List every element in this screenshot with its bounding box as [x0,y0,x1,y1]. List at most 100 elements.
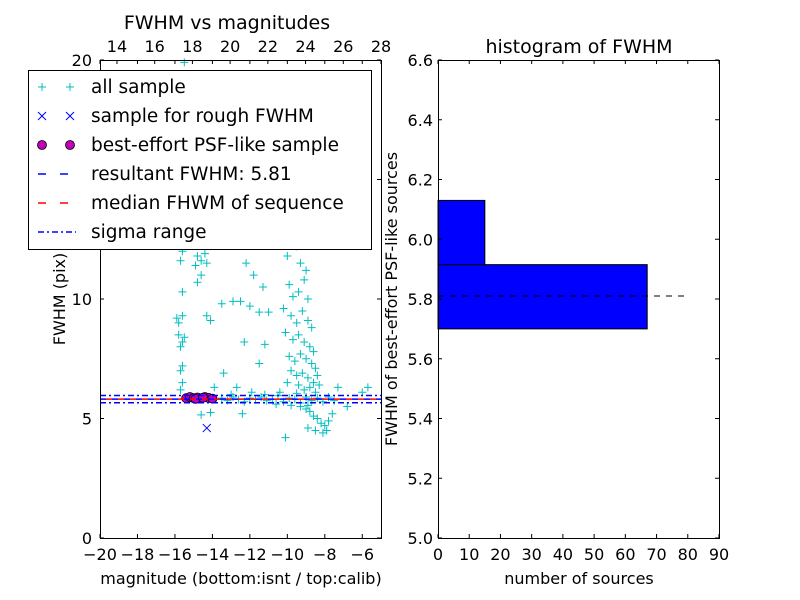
x-tick-label: 50 [584,545,604,564]
all-sample-point [303,295,312,303]
x-tick-label: 90 [709,545,729,564]
all-sample-point [290,357,299,366]
all-sample-point [242,259,251,268]
all-sample-point [300,338,309,347]
x-tick-label: 40 [553,545,573,564]
all-sample-point [311,364,320,373]
left-ylabel: FWHM (pix) [50,253,69,346]
x-tick-label: 80 [678,545,698,564]
legend-box [28,70,372,250]
all-sample-point [288,292,297,301]
all-sample-point [176,385,185,394]
top-tick-label: 16 [145,37,165,56]
all-sample-point [210,383,219,392]
top-tick-label: 26 [333,37,353,56]
top-tick-label: 14 [107,37,127,56]
all-sample-point [292,371,301,380]
all-sample-point [193,251,202,260]
all-sample-point [311,426,320,435]
all-sample-point [238,409,247,418]
y-tick-label: 0 [82,529,92,548]
all-sample-point [176,366,185,375]
all-sample-point [178,361,187,370]
all-sample-point [309,347,318,356]
all-sample-point [180,58,189,67]
legend-plus-icon [38,83,46,91]
all-sample-point [260,390,269,399]
x-tick-label: −16 [158,545,192,564]
all-sample-point [303,373,312,382]
all-sample-point [288,335,297,344]
all-sample-point [285,394,294,403]
y-tick-label: 6.4 [408,111,433,130]
y-tick-label: 5.2 [408,469,433,488]
legend-cross-icon [37,111,47,121]
all-sample-point [178,338,187,347]
all-sample-point [296,349,305,358]
x-tick-label: −14 [196,545,230,564]
all-sample-point [315,381,324,390]
all-sample-point [302,354,311,363]
all-sample-point [219,369,228,378]
top-tick-label: 24 [295,37,315,56]
all-sample-point [309,378,318,387]
all-sample-point [302,266,311,275]
all-sample-point [300,385,309,394]
all-sample-point [324,416,333,425]
all-sample-point [174,330,183,339]
x-tick-label: 60 [615,545,635,564]
all-sample-point [178,311,187,320]
all-sample-point [262,396,271,405]
all-sample-point [343,402,352,411]
top-tick-label: 28 [371,37,391,56]
legend-label-psf: best-effort PSF-like sample [91,135,339,156]
all-sample-point [303,401,312,410]
all-sample-point [303,424,312,433]
x-tick-label: 10 [459,545,479,564]
x-tick-label: −6 [350,545,374,564]
all-sample-point [281,433,290,442]
all-sample-point [313,414,322,423]
all-sample-point [281,328,290,337]
all-sample-point [247,388,256,397]
all-sample-point [305,342,314,351]
legend-label-rough: sample for rough FWHM [91,106,314,127]
left-xlabel: magnitude (bottom:isnt / top:calib) [100,569,381,588]
all-sample-point [313,394,322,403]
all-sample-point [193,278,202,287]
y-tick-label: 6.2 [408,171,433,190]
x-tick-label: 70 [646,545,666,564]
all-sample-point [307,359,316,368]
all-sample-point [191,261,200,270]
all-sample-point [272,400,281,409]
all-sample-point [292,318,301,327]
all-sample-point [232,383,241,392]
all-sample-point [264,308,273,317]
all-sample-point [176,342,185,351]
legend-label-sigma: sigma range [91,222,207,243]
all-sample-point [333,383,342,392]
all-sample-point [294,330,303,339]
legend: all sample sample for rough FWHM best-ef… [28,70,372,250]
y-tick-label: 10 [72,290,92,309]
left-title: FWHM vs magnitudes [124,12,330,34]
x-tick-label: 0 [433,545,443,564]
psf-sample-point [198,392,208,403]
x-tick-label: −10 [270,545,304,564]
left-axes: −20−18−16−14−12−10−8−6051015201416182022… [72,37,392,564]
all-sample-point [296,259,305,268]
histogram-bar [437,264,648,330]
all-sample-point [206,316,215,325]
legend-label-resultant: resultant FWHM: 5.81 [91,164,292,185]
all-sample-point [285,280,294,289]
y-tick-label: 5 [82,410,92,429]
all-sample-point [178,287,187,296]
all-sample-point [197,256,206,265]
all-sample-point [275,388,284,397]
y-tick-label: 20 [72,51,92,70]
top-tick-label: 18 [182,37,202,56]
right-xlabel: number of sources [504,569,654,588]
all-sample-point [245,302,254,311]
all-sample-point [202,311,211,320]
